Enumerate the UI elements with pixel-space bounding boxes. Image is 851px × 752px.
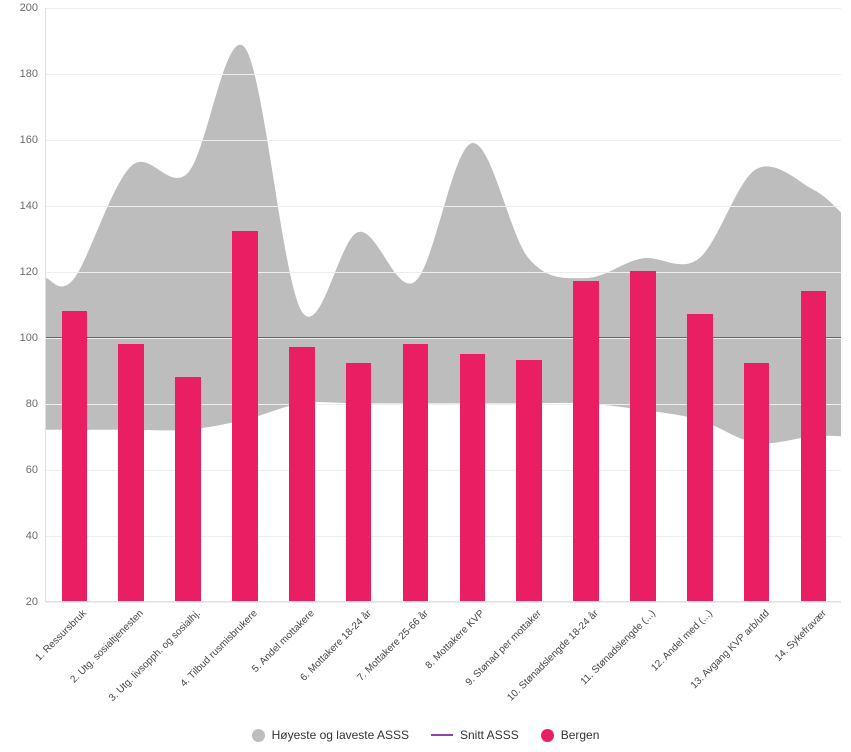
y-tick-label: 200 — [20, 2, 46, 14]
y-tick-label: 40 — [26, 530, 46, 542]
x-tick-label: 14. Sykefravær — [766, 601, 829, 664]
bar — [346, 363, 372, 601]
gridline — [46, 272, 841, 273]
legend: Høyeste og laveste ASSS Snitt ASSS Bergen — [0, 728, 851, 742]
bar — [62, 311, 88, 601]
bar — [744, 363, 770, 601]
bar — [232, 231, 258, 601]
bar — [687, 314, 713, 601]
y-tick-label: 100 — [20, 332, 46, 344]
legend-swatch-line — [431, 734, 453, 736]
gridline — [46, 536, 841, 537]
legend-item: Snitt ASSS — [431, 728, 519, 742]
legend-swatch-circle — [252, 729, 265, 742]
plot-area: 204060801001201401601802001. Ressursbruk… — [45, 8, 841, 602]
gridline — [46, 338, 841, 339]
y-tick-label: 20 — [26, 596, 46, 608]
bar — [460, 354, 486, 602]
bar — [118, 344, 144, 601]
y-tick-label: 80 — [26, 398, 46, 410]
y-tick-label: 140 — [20, 200, 46, 212]
bar — [573, 281, 599, 601]
gridline — [46, 8, 841, 9]
bar — [289, 347, 315, 601]
y-tick-label: 180 — [20, 68, 46, 80]
legend-label: Bergen — [561, 728, 600, 742]
legend-item: Høyeste og laveste ASSS — [252, 728, 409, 742]
bar — [403, 344, 429, 601]
gridline — [46, 602, 841, 603]
legend-label: Høyeste og laveste ASSS — [272, 728, 409, 742]
legend-item: Bergen — [541, 728, 600, 742]
legend-label: Snitt ASSS — [460, 728, 519, 742]
range-area-path — [46, 45, 841, 444]
legend-swatch-circle — [541, 729, 554, 742]
y-tick-label: 160 — [20, 134, 46, 146]
gridline — [46, 74, 841, 75]
range-area — [46, 8, 841, 601]
y-tick-label: 60 — [26, 464, 46, 476]
chart-container: 204060801001201401601802001. Ressursbruk… — [0, 0, 851, 752]
bar — [801, 291, 827, 601]
y-tick-label: 120 — [20, 266, 46, 278]
gridline — [46, 206, 841, 207]
bar — [516, 360, 542, 601]
bar — [630, 271, 656, 601]
gridline — [46, 140, 841, 141]
gridline — [46, 404, 841, 405]
gridline — [46, 470, 841, 471]
bar — [175, 377, 201, 601]
